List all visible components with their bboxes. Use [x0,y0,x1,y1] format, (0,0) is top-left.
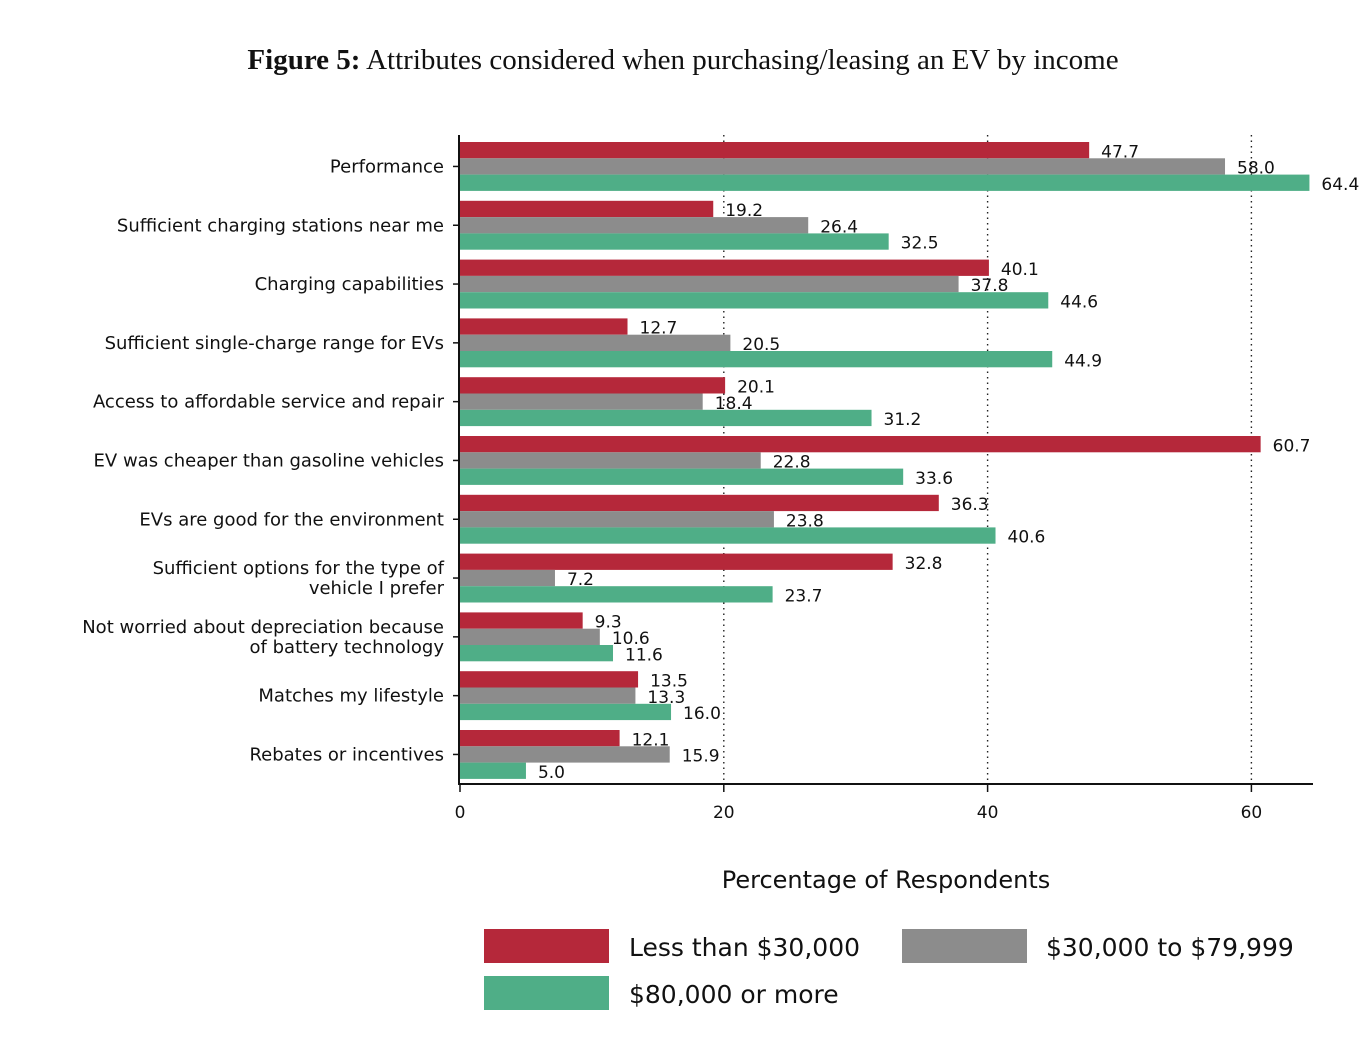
bar-series3-cat7 [460,527,996,544]
value-label-series1-cat3: 40.1 [1001,260,1039,280]
bar-series3-cat2 [460,233,889,250]
legend-label-series2: $30,000 to $79,999 [1046,933,1294,962]
bar-series1-cat6 [460,436,1261,453]
category-label-5: Access to affordable service and repair [93,392,445,413]
category-label-9-line1: Not worried about depreciation because [82,617,444,638]
value-label-series3-cat8: 23.7 [785,587,823,607]
bar-series2-cat2 [460,217,809,234]
category-label-7: EVs are good for the environment [139,509,444,530]
bar-series1-cat8 [460,553,893,570]
value-label-series3-cat9: 11.6 [625,645,663,665]
bar-series3-cat5 [460,409,872,427]
bar-series2-cat6 [460,452,761,469]
value-label-series1-cat11: 12.1 [632,730,670,750]
bar-series2-cat8 [460,569,555,587]
category-label-4: Sufficient single-charge range for EVs [105,333,444,354]
bar-series2-cat9 [460,628,600,645]
category-label-11: Rebates or incentives [249,744,444,765]
title-text: Attributes considered when purchasing/le… [360,44,1119,76]
bar-series3-cat1 [460,174,1310,191]
bar-series2-cat4 [460,334,731,351]
legend-swatch-series1 [484,929,609,963]
value-label-series2-cat2: 26.4 [820,217,858,237]
x-tick-label-20: 20 [713,803,735,823]
value-label-series1-cat7: 36.3 [951,495,989,515]
value-label-series2-cat3: 37.8 [971,276,1009,296]
bar-series1-cat9 [460,612,583,629]
legend-swatch-series3 [484,976,609,1010]
category-label-1: Performance [330,156,444,177]
bar-series2-cat1 [460,158,1226,175]
value-label-series2-cat5: 18.4 [715,394,753,414]
value-label-series3-cat1: 64.4 [1321,175,1359,195]
bar-series1-cat4 [460,318,628,335]
bar-series3-cat10 [460,703,672,721]
bar-series1-cat7 [460,494,939,512]
value-label-series3-cat2: 32.5 [901,234,939,254]
bar-series1-cat11 [460,730,620,747]
bar-series2-cat10 [460,687,636,704]
value-label-series1-cat10: 13.5 [650,672,688,692]
legend-label-series1: Less than $30,000 [629,933,860,962]
category-label-9-line2: of battery technology [250,637,445,658]
x-tick-label-60: 60 [1241,803,1263,823]
bar-series1-cat10 [460,671,639,688]
value-label-series2-cat4: 20.5 [742,335,780,355]
category-label-8-line2: vehicle I prefer [309,578,445,599]
bar-series1-cat1 [460,142,1090,159]
value-label-series1-cat6: 60.7 [1273,436,1311,456]
x-tick-label-0: 0 [455,803,466,823]
value-label-series1-cat4: 12.7 [640,319,678,339]
category-label-6: EV was cheaper than gasoline vehicles [94,450,444,471]
category-label-10: Matches my lifestyle [258,686,444,707]
chart-title: Figure 5: Attributes considered when pur… [0,44,1366,77]
value-label-series1-cat2: 19.2 [725,201,763,221]
bar-series2-cat7 [460,511,774,528]
legend-label-series3: $80,000 or more [629,980,839,1009]
value-label-series1-cat8: 32.8 [905,554,943,574]
value-label-series3-cat3: 44.6 [1060,293,1098,313]
value-label-series3-cat11: 5.0 [538,763,565,783]
bar-series2-cat11 [460,746,670,763]
value-label-series2-cat8: 7.2 [567,570,594,590]
bar-series3-cat8 [460,586,773,603]
figure-number: Figure 5: [247,44,361,76]
value-label-series1-cat1: 47.7 [1101,142,1139,162]
value-label-series2-cat1: 58.0 [1237,159,1275,179]
value-label-series3-cat4: 44.9 [1064,351,1102,371]
value-label-series2-cat6: 22.8 [773,453,811,473]
bar-series1-cat5 [460,377,726,394]
x-axis-title: Percentage of Respondents [722,866,1051,894]
bar-series3-cat4 [460,351,1053,368]
value-label-series2-cat7: 23.8 [786,511,824,531]
value-label-series1-cat9: 9.3 [595,613,622,633]
value-label-series2-cat11: 15.9 [682,747,720,767]
value-label-series3-cat6: 33.6 [915,469,953,489]
bar-series1-cat2 [460,200,714,218]
bar-series3-cat11 [460,762,526,779]
value-label-series3-cat7: 40.6 [1008,528,1046,548]
category-label-3: Charging capabilities [255,274,444,295]
bar-series3-cat6 [460,468,904,485]
value-label-series2-cat9: 10.6 [612,629,650,649]
bar-series2-cat3 [460,275,959,293]
value-label-series3-cat10: 16.0 [683,704,721,724]
value-label-series1-cat5: 20.1 [737,378,775,398]
bar-series3-cat3 [460,292,1049,309]
x-tick-label-40: 40 [977,803,999,823]
legend-swatch-series2 [902,929,1027,963]
value-label-series3-cat5: 31.2 [884,410,922,430]
bar-series2-cat5 [460,393,703,410]
bar-series1-cat3 [460,259,989,276]
category-label-8-line1: Sufficient options for the type of [153,558,445,579]
bar-series3-cat9 [460,645,614,662]
category-label-2: Sufficient charging stations near me [117,215,444,236]
value-label-series2-cat10: 13.3 [647,688,685,708]
